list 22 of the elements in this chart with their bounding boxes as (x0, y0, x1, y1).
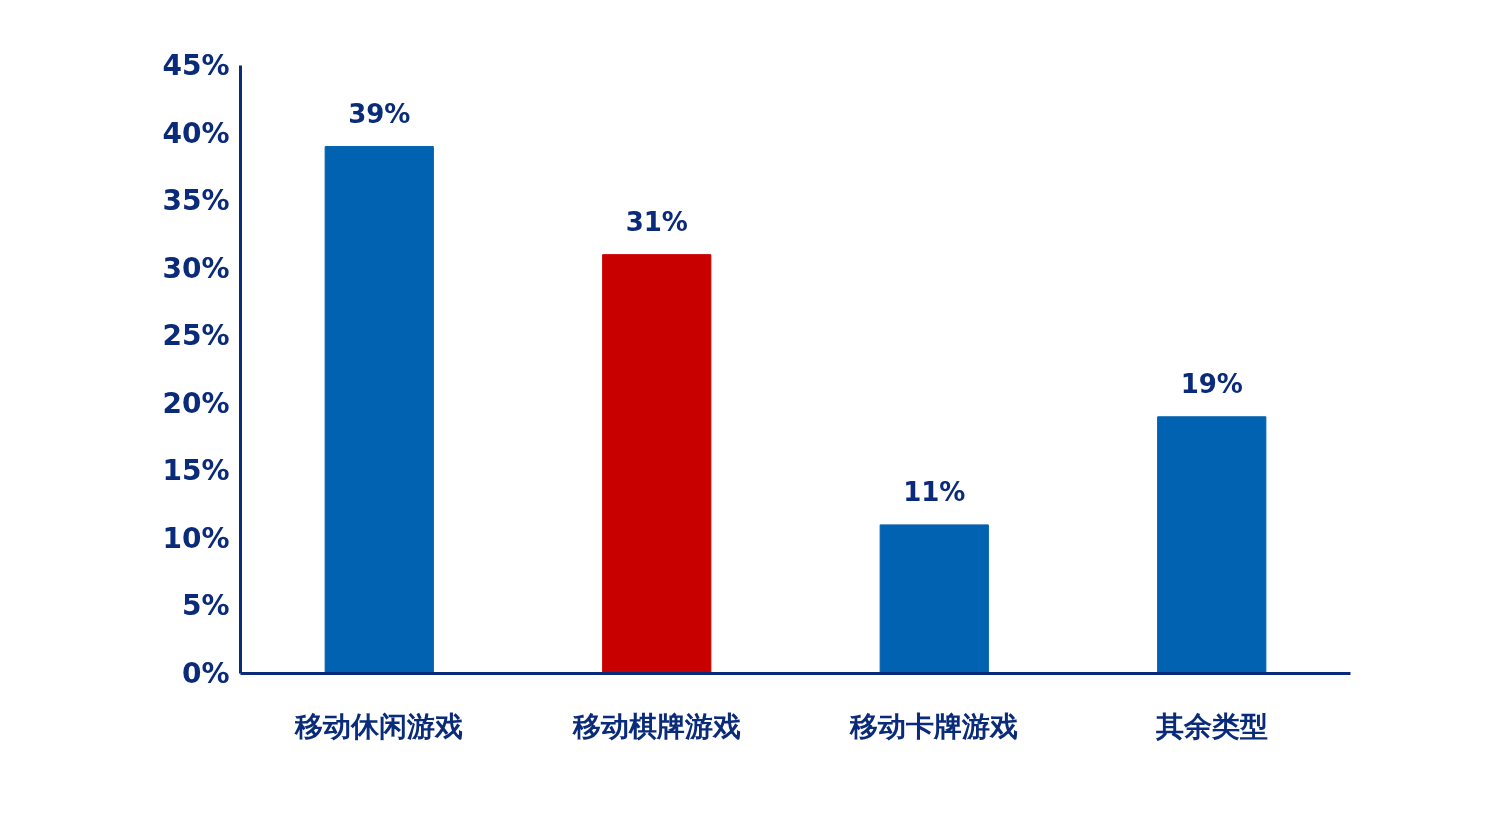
x-tick-label: 移动棋牌游戏 (571, 709, 741, 743)
x-tick-label: 其余类型 (1154, 709, 1268, 743)
x-tick-label: 移动卡牌游戏 (849, 709, 1019, 743)
y-tick-label: 0% (181, 657, 230, 690)
y-tick-label: 5% (181, 589, 230, 623)
y-tick-label: 35% (162, 184, 230, 218)
bar (1157, 416, 1267, 674)
bar (602, 254, 712, 674)
y-tick-label: 15% (162, 454, 230, 488)
data-label: 31% (625, 206, 688, 237)
y-tick-label: 40% (162, 116, 230, 150)
y-tick-label: 10% (162, 521, 230, 555)
bar (324, 146, 434, 674)
y-tick-label: 45% (162, 49, 230, 82)
x-tick-label: 移动休闲游戏 (294, 709, 464, 743)
data-label: 19% (1180, 368, 1243, 399)
bar (879, 524, 989, 674)
data-label: 11% (903, 476, 966, 507)
y-tick-label: 30% (162, 251, 230, 285)
y-tick-label: 20% (162, 386, 230, 420)
y-tick-label: 25% (162, 319, 230, 353)
data-label: 39% (348, 98, 411, 129)
